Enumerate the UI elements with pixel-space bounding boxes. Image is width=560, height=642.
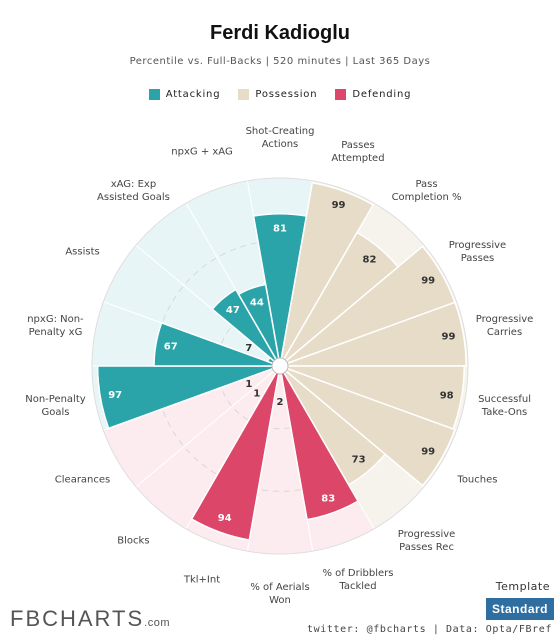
category-label: Assists bbox=[65, 246, 100, 258]
category-label: Tkl+Int bbox=[183, 574, 221, 586]
value-label: 98 bbox=[440, 390, 454, 401]
bar bbox=[237, 283, 281, 367]
logo-suffix: .com bbox=[144, 617, 171, 629]
category-label: Progressive Carries bbox=[475, 314, 534, 339]
template-button[interactable]: Standard bbox=[485, 598, 554, 620]
category-label: % of Aerials Won bbox=[250, 582, 310, 606]
category-label: Non-Penalty Goals bbox=[25, 393, 86, 418]
value-label: 7 bbox=[245, 343, 252, 354]
bar bbox=[279, 181, 375, 367]
value-label: 73 bbox=[352, 455, 366, 466]
legend: Attacking Possession Defending bbox=[0, 89, 560, 100]
legend-label: Possession bbox=[255, 89, 318, 100]
legend-item: Possession bbox=[238, 89, 317, 100]
outer-ring bbox=[91, 177, 469, 555]
value-label: 99 bbox=[421, 275, 435, 286]
category-label: npxG: Non- Penalty xG bbox=[27, 314, 84, 339]
value-label: 99 bbox=[421, 447, 435, 458]
center bbox=[271, 357, 289, 375]
value-label: 99 bbox=[442, 331, 456, 342]
logo-text: FBCHARTS bbox=[10, 606, 145, 631]
bar bbox=[153, 321, 281, 367]
category-label: Progressive Passes bbox=[448, 240, 507, 264]
legend-swatch bbox=[148, 89, 160, 100]
category-label: Clearances bbox=[54, 474, 111, 486]
bar bbox=[279, 365, 360, 521]
footer: twitter: @fbcharts | Data: Opta/FBref bbox=[307, 624, 552, 635]
category-label: Pass Completion % bbox=[391, 179, 462, 204]
category-label: Successful Take-Ons bbox=[478, 393, 531, 418]
legend-item: Attacking bbox=[148, 89, 221, 100]
legend-label: Defending bbox=[352, 89, 412, 100]
legend-swatch bbox=[238, 89, 250, 100]
value-label: 99 bbox=[332, 200, 346, 211]
category-label: npxG + xAG bbox=[171, 146, 233, 158]
value-label: 94 bbox=[218, 513, 232, 524]
category-label: Touches bbox=[457, 474, 498, 486]
chart-subtitle: Percentile vs. Full-Backs | 520 minutes … bbox=[129, 56, 431, 67]
template-label: Template bbox=[495, 580, 550, 593]
category-label: Shot-Creating Actions bbox=[245, 126, 315, 150]
chart-title: Ferdi Kadioglu bbox=[210, 22, 350, 44]
value-label: 67 bbox=[164, 342, 178, 353]
bar bbox=[279, 301, 467, 367]
value-label: 82 bbox=[362, 254, 376, 265]
category-label: % of Dribblers Tackled bbox=[322, 568, 394, 593]
category-label: xAG: Exp Assisted Goals bbox=[97, 179, 170, 204]
value-label: 1 bbox=[253, 389, 260, 400]
value-label: 47 bbox=[226, 305, 240, 316]
value-label: 44 bbox=[250, 297, 264, 308]
value-label: 83 bbox=[321, 494, 335, 505]
logo: FBCHARTS.com bbox=[10, 606, 170, 632]
bar bbox=[211, 288, 281, 367]
bar bbox=[279, 365, 456, 487]
value-label: 97 bbox=[108, 390, 122, 401]
category-label: Progressive Passes Rec bbox=[397, 528, 456, 553]
value-label: 1 bbox=[245, 379, 252, 390]
bar bbox=[96, 365, 281, 430]
legend-label: Attacking bbox=[165, 89, 221, 100]
category-label: Passes Attempted bbox=[331, 139, 385, 164]
category-label: Blocks bbox=[117, 535, 150, 547]
value-label: 2 bbox=[277, 397, 284, 408]
value-label: 81 bbox=[273, 224, 287, 235]
legend-item: Defending bbox=[335, 89, 411, 100]
bar bbox=[190, 365, 281, 541]
legend-swatch bbox=[335, 89, 347, 100]
